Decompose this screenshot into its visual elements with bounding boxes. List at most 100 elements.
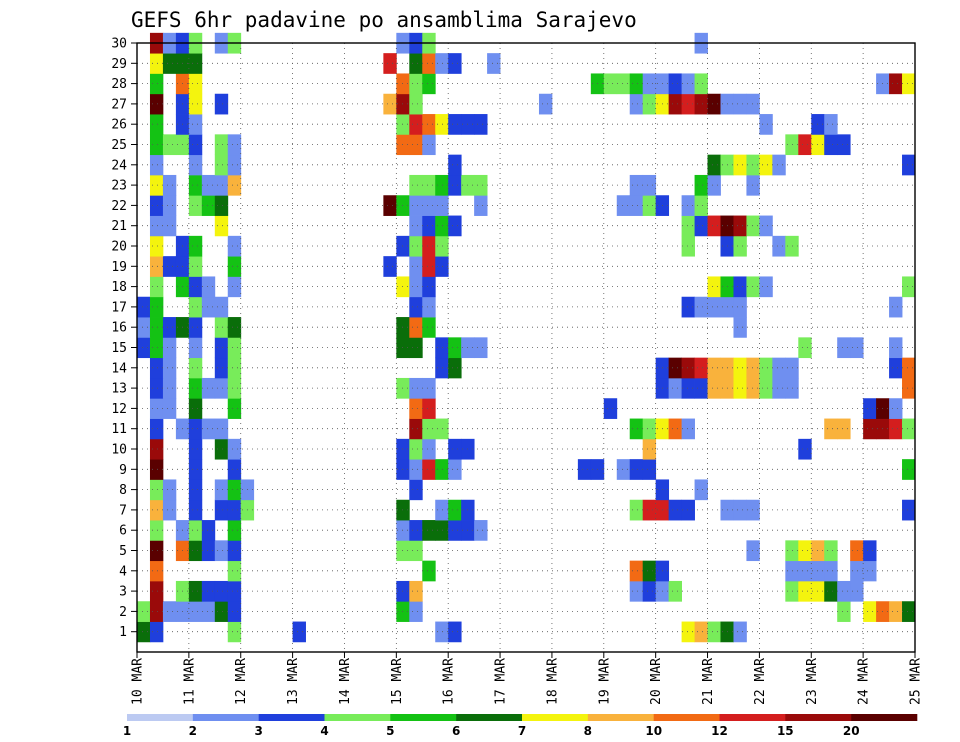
heatmap-cell: [214, 215, 229, 237]
heatmap-cell: [733, 621, 747, 643]
heatmap-cell: [863, 398, 877, 419]
heatmap-cell: [629, 73, 644, 95]
legend-swatch: [587, 714, 654, 721]
heatmap-cell: [149, 276, 164, 298]
heatmap-cell: [448, 499, 462, 521]
heatmap-cell: [668, 499, 682, 521]
heatmap-cell: [188, 418, 203, 440]
heatmap-cell: [188, 580, 203, 602]
heatmap-cell: [188, 296, 203, 318]
heatmap-cell: [227, 560, 242, 582]
heatmap-cell: [201, 540, 216, 562]
heatmap-cell: [422, 174, 436, 196]
heatmap-cell: [681, 499, 695, 521]
heatmap-cell: [409, 296, 423, 318]
heatmap-cell: [214, 418, 229, 440]
heatmap-cell: [759, 377, 773, 399]
heatmap-cell: [214, 134, 229, 156]
heatmap-cell: [149, 337, 164, 359]
heatmap-cell: [214, 580, 229, 602]
heatmap-cell: [227, 357, 242, 379]
heatmap-cell: [409, 53, 423, 74]
heatmap-cell: [188, 601, 203, 622]
heatmap-cell: [733, 377, 747, 399]
heatmap-cell: [149, 580, 164, 602]
heatmap-cell: [837, 337, 851, 359]
x-tick-label: 20 MAR: [649, 658, 664, 705]
heatmap-cell: [435, 499, 449, 521]
heatmap-cell: [733, 235, 747, 257]
heatmap-cell: [409, 134, 423, 156]
heatmap-cell: [162, 337, 177, 359]
x-tick-label: 24 MAR: [857, 658, 872, 705]
heatmap-cell: [733, 154, 747, 176]
heatmap-cell: [902, 357, 916, 379]
heatmap-cell: [422, 418, 436, 440]
legend-level-label: 6: [452, 724, 460, 738]
heatmap-cell: [227, 621, 242, 643]
heatmap-cell: [422, 520, 436, 541]
heatmap-cell: [824, 114, 838, 135]
heatmap-cell: [201, 520, 216, 541]
heatmap-cell: [746, 357, 760, 379]
y-tick-label: 2: [119, 605, 127, 620]
heatmap-cell: [149, 377, 164, 399]
heatmap-cell: [137, 601, 151, 622]
heatmap-cell: [201, 296, 216, 318]
heatmap-cell: [227, 459, 242, 480]
heatmap-cell: [772, 154, 786, 176]
legend-level-label: 3: [255, 724, 263, 738]
heatmap-cell: [616, 195, 631, 216]
heatmap-cell: [837, 601, 851, 622]
heatmap-cell: [668, 377, 682, 399]
heatmap-cell: [837, 134, 851, 156]
heatmap-cell: [448, 621, 462, 643]
x-tick-label: 17 MAR: [494, 658, 509, 705]
heatmap-cell: [642, 560, 657, 582]
heatmap-cell: [422, 256, 436, 277]
heatmap-cell: [798, 580, 812, 602]
heatmap-cell: [798, 438, 812, 460]
heatmap-cell: [396, 438, 410, 460]
heatmap-cell: [214, 93, 229, 115]
heatmap-cell: [616, 73, 631, 95]
heatmap-cell: [149, 621, 164, 643]
legend-swatch: [192, 714, 259, 721]
heatmap-cell: [694, 93, 708, 115]
heatmap-cell: [396, 93, 410, 115]
legend-level-label: 15: [777, 724, 794, 738]
heatmap-cell: [149, 73, 164, 95]
heatmap-cell: [149, 357, 164, 379]
heatmap-cell: [396, 73, 410, 95]
heatmap-cell: [435, 459, 449, 480]
legend-swatch: [127, 714, 194, 721]
heatmap-cell: [409, 174, 423, 196]
heatmap-cell: [668, 93, 682, 115]
heatmap-cell: [214, 337, 229, 359]
heatmap-cell: [668, 580, 682, 602]
heatmap-cell: [422, 53, 436, 74]
heatmap-cell: [642, 580, 657, 602]
y-tick-label: 20: [111, 240, 127, 255]
heatmap-cell: [422, 377, 436, 399]
y-axis-ticks: 1234567891011121314151617181920212223242…: [111, 37, 137, 640]
heatmap-cell: [642, 174, 657, 196]
heatmap-cell: [707, 357, 721, 379]
heatmap-cell: [642, 73, 657, 95]
heatmap-cell: [902, 459, 916, 480]
y-tick-label: 29: [111, 57, 127, 72]
heatmap-cell: [188, 499, 203, 521]
heatmap-cell: [902, 418, 916, 440]
heatmap-cell: [422, 317, 436, 338]
heatmap-cell: [746, 377, 760, 399]
heatmap-cell: [214, 195, 229, 216]
heatmap-cell: [422, 114, 436, 135]
heatmap-cell: [227, 601, 242, 622]
y-tick-label: 26: [111, 118, 127, 133]
heatmap-cell: [188, 276, 203, 298]
heatmap-cell: [422, 296, 436, 318]
y-tick-label: 17: [111, 300, 127, 315]
heatmap-cell: [474, 195, 488, 216]
x-tick-label: 16 MAR: [442, 658, 457, 705]
heatmap-cell: [902, 377, 916, 399]
